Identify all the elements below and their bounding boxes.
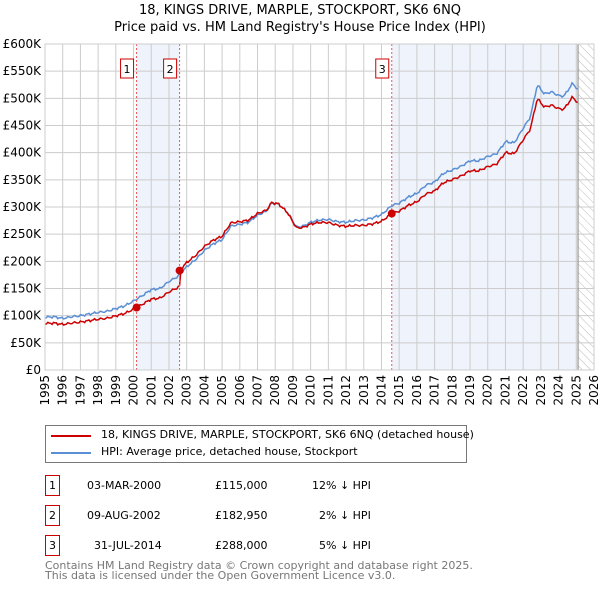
- sale-marker-badge: 3: [45, 535, 60, 556]
- x-tick-label: 2008: [268, 375, 282, 406]
- sale-marker-badge: 1: [45, 475, 60, 496]
- sale-date: 09-AUG-2002: [87, 509, 161, 522]
- y-tick-label: £150K: [3, 282, 43, 296]
- legend-label-hpi: HPI: Average price, detached house, Stoc…: [101, 445, 358, 458]
- legend-line-price: [51, 435, 91, 437]
- x-tick-label: 2023: [534, 375, 548, 406]
- footer-copyright: Contains HM Land Registry data © Crown c…: [45, 559, 473, 572]
- y-tick-label: £100K: [3, 309, 43, 323]
- y-tick-label: £450K: [3, 119, 43, 133]
- x-tick-label: 2017: [428, 375, 442, 406]
- sale-marker-badge: 2: [45, 505, 60, 526]
- x-tick-label: 2012: [339, 375, 353, 406]
- x-tick-label: 2013: [357, 375, 371, 406]
- y-tick-label: £350K: [3, 173, 43, 187]
- transaction-row: 3 31-JUL-2014 £288,000 5% ↓ HPI: [45, 535, 465, 557]
- price-chart: 1995 1996 1997 1998 1999 2000 2001 2002 2003 2004…: [3, 37, 600, 406]
- sale-hpi-diff: 12% ↓ HPI: [312, 479, 371, 492]
- sale-price: £182,950: [215, 509, 268, 522]
- sale-marker-label: 2: [167, 63, 174, 76]
- x-tick-label: 2009: [286, 375, 300, 406]
- y-tick-label: £300K: [3, 200, 43, 214]
- x-tick-label: 2015: [392, 375, 406, 406]
- chart-subtitle: Price paid vs. HM Land Registry's House …: [114, 20, 486, 35]
- sale-marker-label: 1: [124, 63, 131, 76]
- footer: Contains HM Land Registry data © Crown c…: [45, 559, 473, 582]
- sale-date: 03-MAR-2000: [87, 479, 162, 492]
- y-tick-label: £50K: [10, 336, 42, 350]
- sale-marker-box: [163, 58, 178, 79]
- x-tick-label: 2016: [410, 375, 424, 406]
- sale-point: [132, 303, 141, 312]
- sale-hpi-diff: 5% ↓ HPI: [319, 539, 371, 552]
- sale-price: £288,000: [215, 539, 268, 552]
- x-tick-label: 2003: [180, 375, 194, 406]
- y-tick-label: £550K: [3, 64, 43, 78]
- x-tick-label: 2026: [587, 375, 600, 406]
- x-tick-label: 2019: [463, 375, 477, 406]
- x-tick-label: 2024: [552, 375, 566, 406]
- x-tick-label: 2002: [162, 375, 176, 406]
- transaction-row: 1 03-MAR-2000 £115,000 12% ↓ HPI: [45, 475, 465, 497]
- x-tick-label: 2005: [215, 375, 229, 406]
- chart-title: 18, KINGS DRIVE, MARPLE, STOCKPORT, SK6 …: [138, 3, 462, 18]
- x-tick-label: 2014: [374, 375, 388, 406]
- y-tick-label: £600K: [3, 37, 43, 51]
- hpi-line: [44, 81, 578, 320]
- x-tick-label: 1999: [109, 375, 123, 406]
- x-tick-label: 2025: [569, 375, 583, 406]
- sale-point: [175, 266, 184, 275]
- plot-frame: [44, 43, 595, 371]
- x-tick-label: 2007: [251, 375, 265, 406]
- x-tick-label: 2000: [127, 375, 141, 406]
- x-tick-label: 2018: [445, 375, 459, 406]
- x-tick-label: 1996: [56, 375, 70, 406]
- x-tick-label: 1995: [38, 375, 52, 406]
- y-tick-label: £500K: [3, 91, 43, 105]
- transaction-row: 2 09-AUG-2002 £182,950 2% ↓ HPI: [45, 505, 465, 527]
- sale-point: [387, 209, 396, 218]
- y-tick-label: £200K: [3, 254, 43, 268]
- y-tick-label: £400K: [3, 146, 43, 160]
- y-tick-label: £250K: [3, 227, 43, 241]
- x-tick-label: 1998: [91, 375, 105, 406]
- x-tick-label: 2006: [233, 375, 247, 406]
- x-tick-label: 2001: [144, 375, 158, 406]
- legend-item-hpi: HPI: Average price, detached house, Stoc…: [46, 445, 466, 461]
- sale-marker-label: 3: [379, 63, 386, 76]
- legend-label-price: 18, KINGS DRIVE, MARPLE, STOCKPORT, SK6 …: [101, 428, 474, 441]
- sale-hpi-diff: 2% ↓ HPI: [319, 509, 371, 522]
- sale-marker-box: [120, 58, 135, 79]
- x-tick-label: 1997: [73, 375, 87, 406]
- legend-line-hpi: [51, 452, 91, 454]
- sale-date: 31-JUL-2014: [94, 539, 162, 552]
- x-tick-label: 2021: [498, 375, 512, 406]
- x-tick-label: 2010: [304, 375, 318, 406]
- sale-marker-box: [375, 58, 390, 79]
- sale-price: £115,000: [215, 479, 268, 492]
- x-tick-label: 2004: [197, 375, 211, 406]
- y-tick-label: £0: [26, 363, 41, 377]
- legend: 18, KINGS DRIVE, MARPLE, STOCKPORT, SK6 …: [45, 425, 474, 463]
- legend-item-price: 18, KINGS DRIVE, MARPLE, STOCKPORT, SK6 …: [46, 428, 474, 444]
- x-tick-label: 2011: [321, 375, 335, 406]
- x-tick-label: 2020: [481, 375, 495, 406]
- footer-licence: This data is licensed under the Open Gov…: [45, 569, 396, 582]
- x-tick-label: 2022: [516, 375, 530, 406]
